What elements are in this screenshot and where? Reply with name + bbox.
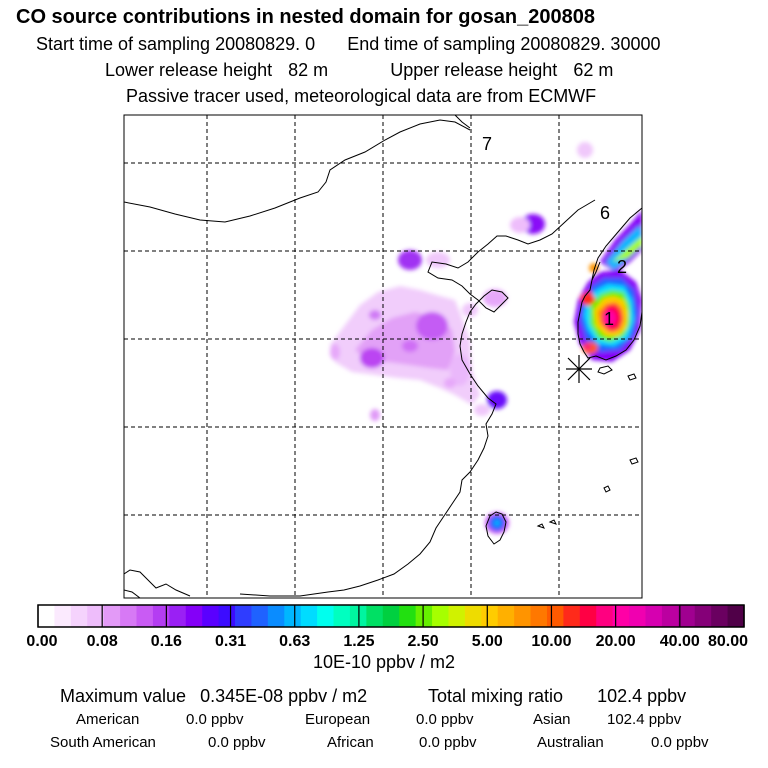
- sampling-times: Start time of sampling 20080829. 0 End t…: [36, 34, 661, 55]
- colorbar-cell: [169, 605, 187, 627]
- region-european-value: 0.0 ppbv: [416, 711, 474, 728]
- colorbar-cell: [629, 605, 647, 627]
- colorbar-cell: [464, 605, 482, 627]
- colorbar-cell: [235, 605, 253, 627]
- colorbar-cell: [300, 605, 318, 627]
- colorbar-cell: [596, 605, 614, 627]
- colorbar-unit: 10E-10 ppbv / m2: [312, 652, 456, 672]
- region-label-6: 6: [600, 203, 610, 223]
- colorbar-cell: [218, 605, 236, 627]
- total-mixing-value: 102.4 ppbv: [597, 686, 687, 706]
- end-time-label: End time of sampling: [347, 34, 516, 54]
- colorbar-cell: [415, 605, 433, 627]
- upper-height-label: Upper release height: [390, 60, 558, 80]
- colorbar-cell: [678, 605, 696, 627]
- region-australian-value: 0.0 ppbv: [651, 734, 709, 751]
- colorbar-cell: [612, 605, 630, 627]
- region-asian-value: 102.4 ppbv: [607, 711, 682, 728]
- colorbar-cell: [514, 605, 532, 627]
- colorbar-cell: [120, 605, 138, 627]
- colorbar-tick-label: 80.00: [708, 633, 748, 650]
- tracer-note: Passive tracer used, meteorological data…: [126, 86, 597, 106]
- upper-height-value: 62 m: [573, 60, 614, 80]
- start-time-value: 20080829. 0: [215, 34, 316, 54]
- start-time-label: Start time of sampling: [36, 34, 211, 54]
- colorbar-cell: [152, 605, 170, 627]
- colorbar-cell: [579, 605, 597, 627]
- region-european-name: European: [305, 711, 371, 728]
- region-label-1: 1: [604, 309, 614, 329]
- colorbar-cell: [333, 605, 351, 627]
- release-heights: Lower release height 82 m Upper release …: [105, 60, 613, 81]
- colorbar-cell: [366, 605, 384, 627]
- colorbar-cell: [202, 605, 220, 627]
- region-label-2: 2: [617, 257, 627, 277]
- colorbar-cell: [284, 605, 302, 627]
- colorbar-cell: [317, 605, 335, 627]
- plot-title: CO source contributions in nested domain…: [16, 6, 596, 28]
- region-african-value: 0.0 ppbv: [419, 734, 477, 751]
- colorbar-tick-label: 20.00: [596, 633, 636, 650]
- end-time-value: 20080829. 30000: [520, 34, 661, 54]
- lower-height-value: 82 m: [288, 60, 329, 80]
- lat-lon-grid: [124, 115, 642, 598]
- colorbar-cell: [432, 605, 450, 627]
- region-south-american-name: South American: [50, 734, 156, 751]
- colorbar-tick-label: 0.31: [215, 633, 246, 650]
- colorbar-cell: [481, 605, 499, 627]
- concentration-field: [330, 142, 642, 534]
- colorbar-tick-label: 1.25: [343, 633, 374, 650]
- map-frame: [123, 114, 643, 599]
- region-label-7: 7: [482, 134, 492, 154]
- colorbar-tick-label: 0.00: [26, 633, 57, 650]
- colorbar-cell: [38, 605, 56, 627]
- colorbar-cell: [661, 605, 679, 627]
- colorbar-cell: [136, 605, 154, 627]
- colorbar-tick-label: 0.08: [87, 633, 118, 650]
- colorbar-frame: [37, 604, 745, 628]
- region-african-name: African: [327, 734, 374, 751]
- colorbar-cell: [251, 605, 269, 627]
- colorbar-cell: [645, 605, 663, 627]
- total-mixing-label: Total mixing ratio: [428, 686, 564, 706]
- colorbar-cell: [70, 605, 88, 627]
- colorbar-tick-label: 2.50: [408, 633, 439, 650]
- colorbar-tick-label: 0.63: [279, 633, 310, 650]
- colorbar-tick-label: 0.16: [151, 633, 182, 650]
- total-mixing-line: Total mixing ratio 102.4 ppbv: [428, 686, 686, 707]
- lower-height-label: Lower release height: [105, 60, 273, 80]
- colorbar-tick-label: 40.00: [660, 633, 700, 650]
- colorbar-cell: [727, 605, 745, 627]
- colorbar-cell: [87, 605, 105, 627]
- colorbar-cell: [267, 605, 285, 627]
- receptor-star-icon: [566, 355, 592, 383]
- max-value-label: Maximum value: [60, 686, 187, 706]
- colorbar-tick-label: 10.00: [531, 633, 571, 650]
- region-australian-name: Australian: [537, 734, 604, 751]
- colorbar-cell: [103, 605, 121, 627]
- colorbar-cell: [530, 605, 548, 627]
- colorbar-cell: [497, 605, 515, 627]
- region-south-american-value: 0.0 ppbv: [208, 734, 266, 751]
- colorbar-cell: [563, 605, 581, 627]
- colorbar-cell: [711, 605, 729, 627]
- coastlines: [124, 115, 642, 598]
- colorbar-tick-label: 5.00: [472, 633, 503, 650]
- region-american-value: 0.0 ppbv: [186, 711, 244, 728]
- colorbar-cell: [54, 605, 72, 627]
- colorbar-cell: [399, 605, 417, 627]
- colorbar-cell: [546, 605, 564, 627]
- region-asian-name: Asian: [533, 711, 571, 728]
- max-value-line: Maximum value 0.345E-08 ppbv / m2: [60, 686, 367, 707]
- region-american-name: American: [76, 711, 140, 728]
- max-value: 0.345E-08 ppbv / m2: [200, 686, 368, 706]
- colorbar-cell: [382, 605, 400, 627]
- colorbar-cell: [448, 605, 466, 627]
- colorbar-cell: [694, 605, 712, 627]
- colorbar-cell: [185, 605, 203, 627]
